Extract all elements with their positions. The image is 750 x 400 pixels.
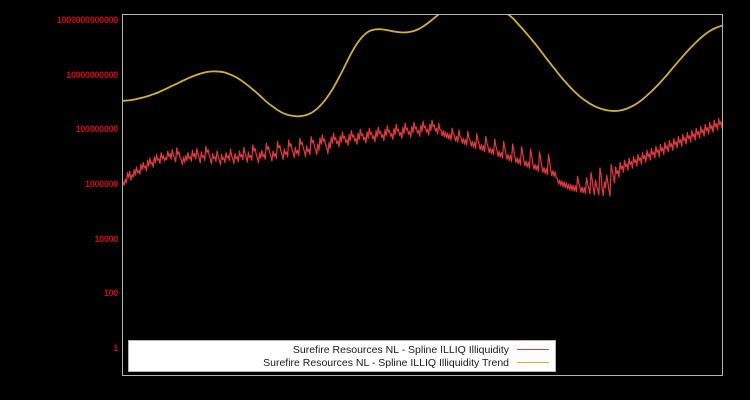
series-line-trend <box>123 15 722 118</box>
y-axis: 1000000000000 10000000000 100000000 1000000… <box>0 0 118 400</box>
y-axis-tick-label: 100000000 <box>75 124 119 135</box>
series-line-illiquidity <box>123 117 722 197</box>
legend-swatch-trend <box>517 362 549 363</box>
legend-label-trend: Surefire Resources NL - Spline ILLIQ Ill… <box>263 356 509 369</box>
chart-legend[interactable]: Surefire Resources NL - Spline ILLIQ Ill… <box>128 340 556 372</box>
legend-swatch-illiquidity <box>517 349 549 350</box>
y-axis-tick-label: 10000 <box>94 233 118 244</box>
legend-item-trend[interactable]: Surefire Resources NL - Spline ILLIQ Ill… <box>129 356 555 369</box>
y-axis-tick-label: 10000000000 <box>66 69 118 80</box>
y-axis-tick-label: 1000000000000 <box>56 15 118 25</box>
y-axis-tick-label: 100 <box>103 288 118 299</box>
y-axis-tick-label: 1 <box>113 343 118 353</box>
legend-item-illiquidity[interactable]: Surefire Resources NL - Spline ILLIQ Ill… <box>129 343 555 356</box>
plot-area <box>122 14 723 376</box>
plot-canvas <box>123 15 722 197</box>
legend-label-illiquidity: Surefire Resources NL - Spline ILLIQ Ill… <box>292 343 509 356</box>
y-axis-tick-label: 1000000 <box>85 179 118 189</box>
